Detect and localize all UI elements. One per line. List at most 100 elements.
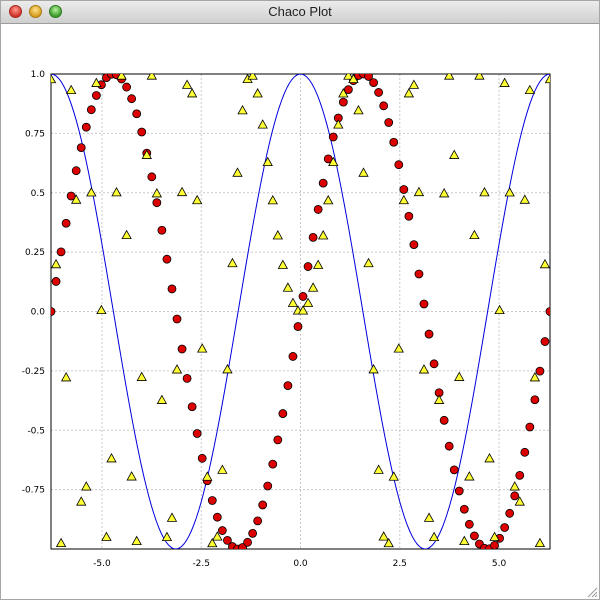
sin-point [157,225,167,235]
sin-point [525,422,535,432]
sin-point [212,512,222,522]
sin-point [71,166,81,176]
sin-point [91,91,101,100]
sin-squared-point [479,186,490,197]
sin-squared-point [444,74,455,80]
series-sin-x- [51,74,550,549]
sin-point [535,366,545,376]
cos-line [51,74,550,549]
sin-point [399,185,409,194]
y-tick-label: 0.75 [25,129,45,139]
sin-point [449,465,459,475]
x-tick-label: 0.0 [293,559,308,569]
series-layer [51,74,550,549]
sin-squared-point [524,84,536,95]
sin-squared-point [166,512,178,522]
sin-squared-point [433,394,445,404]
sin-point [505,508,515,518]
sin-squared-point [222,364,233,374]
sin-squared-point [96,304,107,315]
sin-squared-point [297,305,309,315]
sin-point [429,359,439,369]
sin-squared-point [333,119,344,129]
close-window-button[interactable] [9,5,22,18]
sin-squared-point [116,74,127,80]
sin-squared-point [363,257,374,268]
y-tick-label: -0.75 [22,486,45,496]
sin-squared-point [181,79,193,89]
sin-point [182,374,192,383]
sin-squared-point [302,297,314,307]
sin-squared-point [388,471,399,481]
sin-squared-point [393,343,404,353]
sin-squared-point [121,229,132,240]
sin-point [459,504,469,514]
sin-point [490,540,499,549]
sin-squared-point [65,84,77,95]
sin-squared-point [176,186,188,197]
sin-squared-point [267,194,278,205]
sin-squared-point [247,74,258,80]
sin-point [419,299,429,309]
sin-squared-point [171,364,183,374]
sin-point [424,329,434,339]
sin-squared-point [217,464,228,474]
y-tick-label: 0.25 [25,248,45,258]
window-title: Chaco Plot [268,4,332,19]
sin-squared-point [544,74,550,84]
sin-point [223,536,232,545]
sin-squared-point [51,258,62,269]
sin-point [444,441,454,451]
sin-point [454,486,464,496]
sin-point [243,537,252,547]
sin-squared-point [232,167,243,177]
sin-squared-point [408,79,420,89]
sin-squared-point [237,104,248,115]
chaco-plot[interactable]: -5.0 -2.5 0.0 2.5 5.0 -0.75 -0.5 -0.25 0.0 0.25 0.… [1,24,599,599]
sin-point [217,526,227,535]
sin-squared-point [51,74,57,84]
sin-squared-point [202,471,213,481]
sin-squared-point [489,531,500,541]
sin-point [308,232,318,242]
sin-squared-point [353,104,364,115]
sin-squared-point [323,194,334,205]
sin-squared-point [101,531,112,541]
sin-point [177,344,187,354]
sin-point [253,516,263,526]
sin-point [51,307,56,316]
sin-squared-point [146,74,157,80]
sin-point [127,94,137,104]
sin-point [384,118,394,127]
series-cos-x- [51,74,550,549]
sin-point [540,337,550,346]
sin-squared-point [272,230,283,240]
sin-squared-point [539,258,550,269]
sin-squared-point [529,371,541,382]
zoom-window-button[interactable] [49,5,62,18]
sin-squared-point [76,496,87,506]
sin-squared-point [55,537,67,548]
sin-squared-point [398,194,410,205]
sin-point [197,453,207,463]
sin-point [61,218,71,228]
sin-squared-point [197,343,208,353]
sin-squared-point [81,481,92,491]
resize-grip-icon[interactable] [586,586,598,598]
sin-point [328,132,338,142]
sin-squared-point [534,537,546,548]
sin-squared-point [318,230,329,240]
minimize-window-button[interactable] [29,5,42,18]
sin-squared-point [71,194,82,204]
sin-squared-point [111,186,122,197]
title-bar[interactable]: Chaco Plot [1,1,599,24]
y-tick-label: 1.0 [31,70,46,80]
plot-area[interactable]: -5.0 -2.5 0.0 2.5 5.0 -0.75 -0.5 -0.25 0.0 0.25 0.… [1,24,599,599]
sin-point [313,205,323,214]
sin-point [364,74,373,81]
sin-squared-point [509,481,520,491]
sin-point [515,470,525,480]
sin-point [293,322,303,331]
sin-squared-point [358,167,369,177]
